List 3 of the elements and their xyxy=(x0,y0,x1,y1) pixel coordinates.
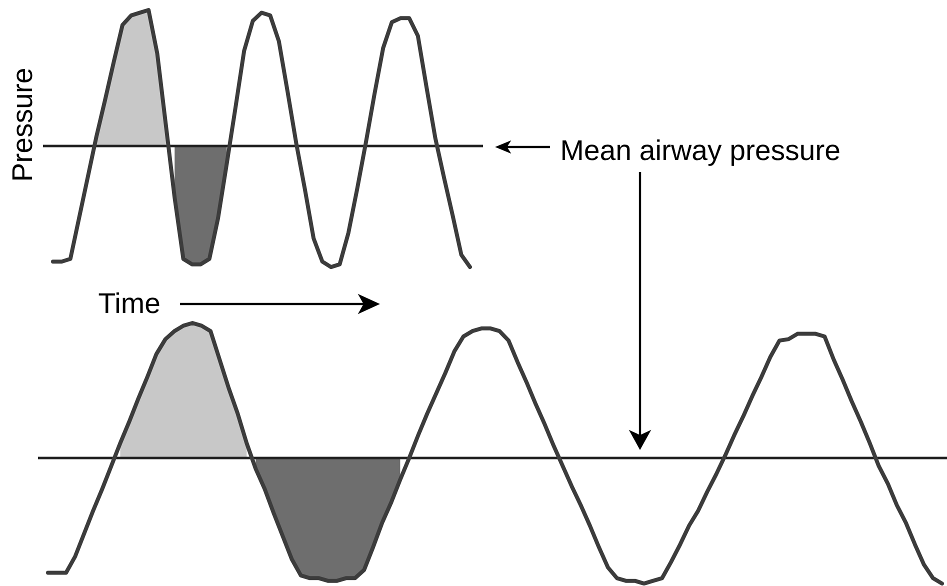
ref-line-label: Mean airway pressure xyxy=(562,139,840,166)
x-axis-title: Time xyxy=(98,292,160,314)
y-axis-title: Pressure xyxy=(12,69,32,180)
